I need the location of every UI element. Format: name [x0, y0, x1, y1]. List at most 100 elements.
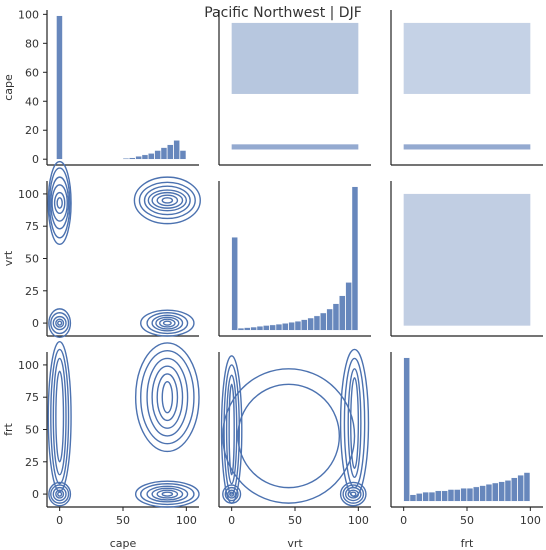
hist-bar: [320, 312, 327, 331]
hist-bar: [498, 481, 505, 502]
kde-contour: [50, 348, 70, 485]
hist-bar: [122, 158, 130, 160]
kde-contour: [55, 318, 65, 328]
hist-bar: [504, 480, 512, 502]
kde-contour: [161, 491, 174, 497]
hist-bar: [517, 474, 524, 502]
kde-contour: [162, 320, 172, 326]
kde-contour: [228, 383, 235, 476]
hist-bar: [288, 322, 295, 331]
hist-bar: [447, 489, 455, 502]
hist-bar: [428, 491, 436, 502]
hist-bar: [282, 323, 289, 331]
hist-bar: [345, 282, 352, 331]
kde-contour: [222, 484, 242, 504]
hist-bar: [409, 494, 417, 502]
kde-contour: [140, 309, 195, 337]
hist-bar: [294, 321, 302, 331]
panel-cape-vs-frt: [47, 340, 200, 508]
hist-bar: [244, 327, 251, 331]
kde-contour: [50, 176, 70, 230]
kde-contour: [159, 318, 176, 328]
panel-vrt-vs-cape: [231, 22, 359, 150]
kde-contour: [155, 316, 180, 330]
hist-bar: [173, 140, 180, 160]
y-tick-label: 0: [32, 488, 39, 501]
kde-contour: [350, 491, 357, 497]
x-tick-label: 100: [520, 514, 541, 527]
hist-bar: [231, 237, 238, 331]
hist-bar: [523, 472, 531, 502]
y-tick-label: 80: [25, 37, 39, 50]
x-tick-label: 50: [288, 514, 302, 527]
kde-contour: [237, 383, 341, 489]
hist-bar: [511, 477, 518, 502]
x-tick-label: 50: [460, 514, 474, 527]
hist-bar: [416, 493, 423, 502]
kde-contour: [342, 484, 365, 504]
hist-bar: [141, 154, 149, 160]
kde-contour: [151, 365, 184, 429]
kde-contour: [140, 350, 195, 445]
x-tick-label: 0: [400, 514, 407, 527]
panel-cape-hist: [56, 15, 187, 160]
kde-contour: [50, 484, 70, 504]
kde-contour: [161, 381, 174, 414]
x-tick-label: 50: [116, 514, 130, 527]
kde-contour: [134, 480, 200, 508]
kde-contour: [339, 481, 367, 507]
hist-bar: [269, 324, 276, 331]
kde-contour: [52, 357, 67, 476]
y-tick-label: 50: [25, 424, 39, 437]
kde-contour: [151, 191, 184, 209]
kde-contour: [133, 176, 201, 225]
y-tick-label: 60: [25, 66, 39, 79]
hist-bar: [460, 488, 467, 502]
kde-contour: [57, 491, 63, 497]
kde-contour: [50, 312, 70, 335]
x-tick-label: 100: [176, 514, 197, 527]
y-tick-label: 0: [32, 317, 39, 330]
hist2d-cell: [403, 144, 531, 150]
y-tick-label: 40: [25, 95, 39, 108]
kde-contour: [156, 194, 179, 207]
hist-bar: [339, 295, 346, 331]
hist-bar: [167, 144, 174, 160]
hist-bar: [179, 150, 187, 160]
hist-bar: [422, 491, 429, 502]
panel-frt-vs-vrt: [403, 193, 531, 326]
hist-bar: [313, 315, 321, 331]
kde-contour: [57, 320, 63, 326]
kde-contour: [350, 377, 360, 469]
kde-contour: [51, 184, 68, 222]
panel-frt-hist: [403, 357, 531, 502]
kde-contour: [143, 185, 191, 216]
kde-contour: [161, 197, 174, 204]
figure-title: Pacific Northwest | DJF: [204, 5, 362, 21]
y-tick-label: 20: [25, 124, 39, 137]
kde-contour: [48, 167, 71, 239]
hist-bar: [492, 482, 499, 502]
kde-contour: [47, 160, 72, 245]
y-axis-label: frt: [2, 422, 15, 435]
kde-contour: [52, 486, 67, 502]
hist-bar: [160, 147, 168, 160]
x-tick-label: 0: [228, 514, 235, 527]
kde-contour: [344, 486, 362, 502]
kde-contour: [222, 368, 356, 504]
kde-contour: [52, 315, 67, 331]
kde-contour: [146, 485, 189, 503]
kde-contour: [151, 487, 184, 501]
kde-contour: [225, 374, 238, 485]
hist-bar: [275, 323, 283, 331]
x-tick-label: 0: [56, 514, 63, 527]
kde-contour: [146, 357, 189, 437]
y-tick-label: 25: [25, 456, 39, 469]
hist-bar: [454, 489, 461, 502]
kde-contour: [339, 348, 370, 498]
hist-bar: [326, 308, 333, 331]
kde-contour: [140, 483, 195, 506]
hist-bar: [256, 326, 264, 331]
kde-contour: [156, 489, 179, 499]
